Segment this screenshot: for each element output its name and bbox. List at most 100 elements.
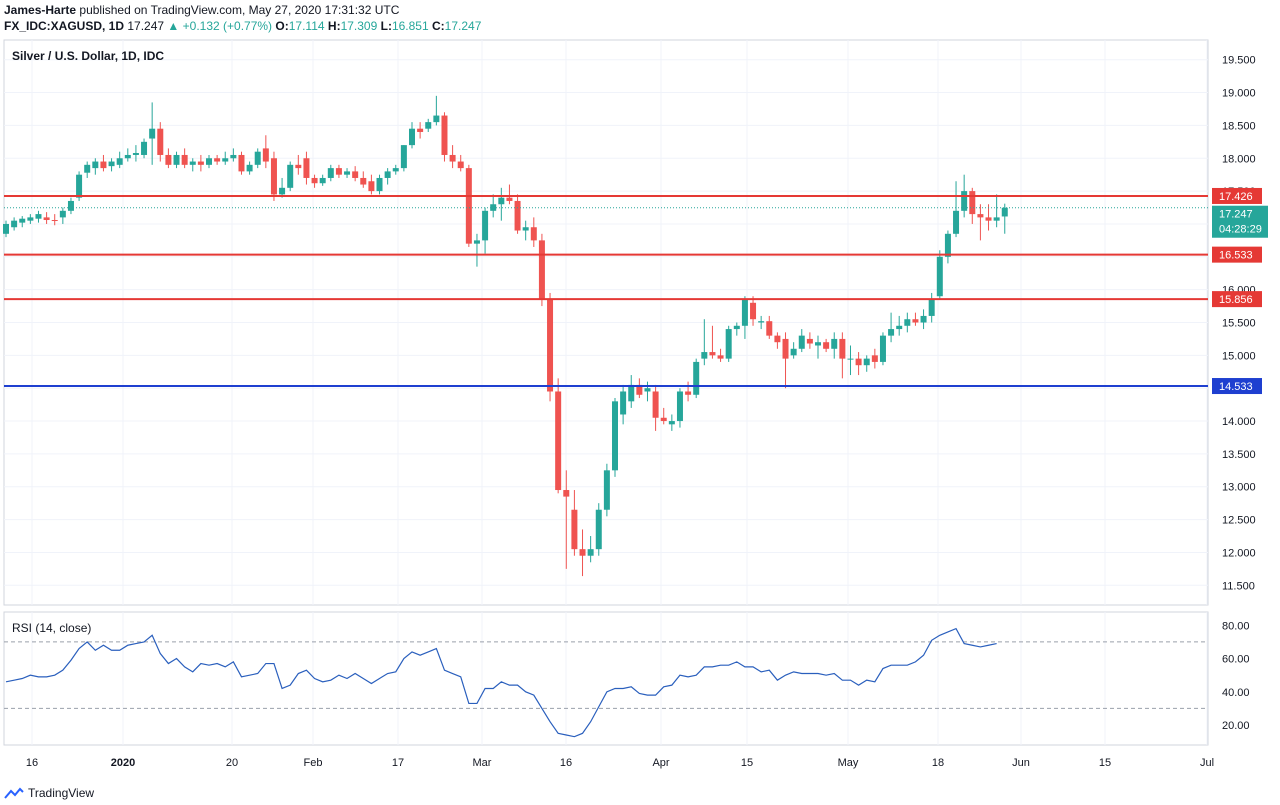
candle-body [181,154,188,165]
candle-body [116,158,123,165]
candle-body [35,214,42,219]
price-tick-label: 12.500 [1222,515,1256,527]
candle-body [815,342,821,346]
candle-body [92,161,99,169]
candle-body [368,181,375,192]
rsi-tick-label: 60.00 [1222,654,1250,666]
high-value: 17.309 [340,19,378,33]
low-value: 16.851 [391,19,429,33]
candle-body [506,197,513,201]
candle-body [920,315,927,323]
price-tick-label: 12.000 [1222,547,1256,559]
x-tick-label: 15 [741,757,753,769]
candle-body [555,391,562,491]
price-tick-label: 13.500 [1222,449,1256,461]
candle-body [766,321,773,336]
price-tick-label: 18.500 [1222,120,1256,132]
candle-body [522,227,529,231]
candle-body [798,335,805,349]
candle-body [384,171,391,178]
candle-body [806,338,813,344]
level-price-tag [1212,246,1262,263]
candle-body [449,154,456,162]
candle-body [701,352,708,359]
candle-body [741,299,748,326]
candle-body [246,164,253,172]
candle-body [725,329,732,359]
price-tick-label: 13.000 [1222,482,1256,494]
level-price-label: 17.426 [1219,191,1253,203]
candle-body [67,200,74,211]
candle-body [993,217,1000,221]
level-price-label: 16.533 [1219,250,1253,262]
candle-body [831,338,838,349]
candle-body [189,161,196,165]
candle-body [888,329,895,336]
candle-body [457,161,464,169]
candle-body [409,128,415,146]
tradingview-logo-icon[interactable] [4,787,24,799]
symbol-label: FX_IDC:XAGUSD, 1D [4,19,125,33]
publish-info: published on TradingView.com, May 27, 20… [79,3,400,17]
brand-name[interactable]: TradingView [28,786,95,800]
price-tick-label: 14.000 [1222,416,1256,428]
x-tick-label: 20 [226,757,238,769]
candle-body [376,177,383,192]
candle-body [270,158,277,195]
x-tick-label: 2020 [111,757,135,769]
candle-body [465,168,472,244]
high-label: H: [327,19,341,33]
candle-body [758,321,765,323]
candle-body [149,128,156,139]
candle-body [579,549,586,556]
candle-body [709,352,716,356]
candle-body [222,158,229,162]
candle-body [782,338,789,359]
candle-body [417,128,424,132]
price-tick-label: 15.000 [1222,350,1256,362]
level-price-label: 15.856 [1219,294,1253,306]
last-price-tag [1212,205,1268,238]
open-value: 17.114 [288,19,325,33]
candle-body [823,342,830,349]
candle-body [400,145,407,169]
candle-body [27,217,34,221]
candle-body [43,217,50,221]
candle-body [157,128,164,155]
level-price-label: 14.533 [1219,381,1253,393]
close-value: 17.247 [444,19,482,33]
candle-body [327,168,334,178]
price-tick-label: 19.000 [1222,88,1256,100]
footer: TradingView [4,783,94,803]
open-label: O: [275,19,289,33]
low-label: L: [380,19,392,33]
x-tick-label: 15 [1099,757,1111,769]
rsi-tick-label: 40.00 [1222,687,1250,699]
triangle-up-icon: ▲ [167,19,180,33]
candle-body [936,256,943,297]
candle-body [985,217,992,221]
candle-body [620,391,627,415]
level-price-tag [1212,291,1262,308]
candle-body [660,417,667,422]
candle-body [352,171,359,178]
author-name[interactable]: James-Harte [4,3,77,17]
rsi-pane-frame [3,611,1209,746]
x-tick-label: 18 [932,757,944,769]
candle-body [433,115,440,123]
price-tick-label: 18.000 [1222,153,1256,165]
price-tick-label: 11.500 [1222,580,1255,592]
price-pane-title: Silver / U.S. Dollar, 1D, IDC [12,49,164,63]
candle-body [636,384,643,395]
candle-body [141,141,148,155]
rsi-pane-title: RSI (14, close) [12,621,91,635]
candle-body [287,164,294,188]
price-tick-label: 19.500 [1222,55,1256,67]
candle-body [587,549,594,556]
candle-body [3,223,9,234]
candle-body [214,158,221,162]
candle-body [100,161,107,169]
candle-body [530,227,537,241]
candle-body [19,218,26,223]
